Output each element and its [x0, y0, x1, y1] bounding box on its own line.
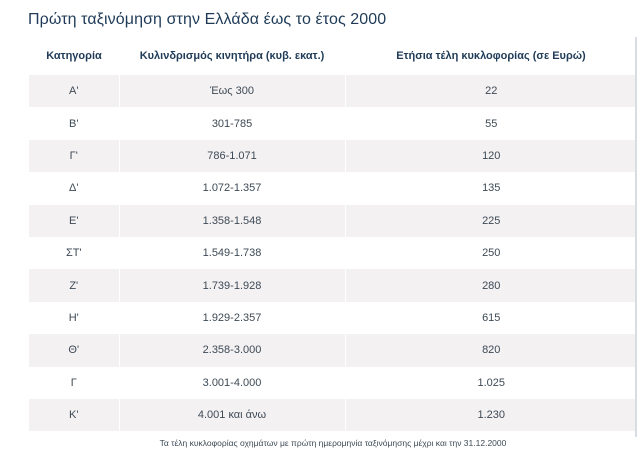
engine-capacity-cell: 786-1.071 [119, 139, 346, 173]
header-engine-capacity: Κυλινδρισμός κινητήρα (κυβ. εκατ.) [119, 37, 345, 75]
table-row: Η' 1.929-2.357 615 [29, 301, 637, 335]
annual-fee-cell: 820 [345, 334, 637, 367]
annual-fee-cell: 22 [345, 75, 637, 108]
engine-capacity-cell: 1.929-2.357 [119, 301, 346, 335]
engine-capacity-cell: 1.549-1.738 [119, 236, 346, 270]
page-title: Πρώτη ταξινόμηση στην Ελλάδα έως το έτος… [28, 11, 387, 28]
table-header-row: Κατηγορία Κυλινδρισμός κινητήρα (κυβ. εκ… [29, 37, 637, 75]
engine-capacity-cell: 3.001-4.000 [119, 366, 346, 399]
category-cell: Η' [29, 301, 120, 335]
engine-capacity-cell: 1.739-1.928 [119, 269, 346, 302]
circulation-fees-table: Κατηγορία Κυλινδρισμός κινητήρα (κυβ. εκ… [29, 37, 637, 432]
table-row: ΣΤ' 1.549-1.738 250 [29, 236, 637, 270]
engine-capacity-cell: Έως 300 [119, 75, 346, 108]
annual-fee-cell: 120 [345, 139, 637, 173]
category-cell: Δ' [29, 172, 120, 205]
annual-fee-cell: 1.230 [345, 398, 637, 432]
category-cell: Κ' [29, 398, 120, 432]
category-cell: Θ' [29, 334, 120, 367]
category-cell: Ε' [29, 204, 120, 237]
table-right-edge [635, 37, 637, 437]
engine-capacity-cell: 1.072-1.357 [119, 172, 346, 205]
engine-capacity-cell: 1.358-1.548 [119, 204, 346, 237]
table-row: Θ' 2.358-3.000 820 [29, 334, 637, 367]
annual-fee-cell: 615 [345, 301, 637, 335]
table-row: Δ' 1.072-1.357 135 [29, 172, 637, 205]
table-row: Γ' 786-1.071 120 [29, 139, 637, 173]
table-row: Ε' 1.358-1.548 225 [29, 204, 637, 237]
category-cell: Γ [29, 366, 120, 399]
category-cell: Ζ' [29, 269, 120, 302]
annual-fee-cell: 250 [345, 236, 637, 270]
category-cell: Α' [29, 75, 120, 108]
table-row: Β' 301-785 55 [29, 107, 637, 140]
category-cell: Γ' [29, 139, 120, 173]
engine-capacity-cell: 2.358-3.000 [119, 334, 346, 367]
category-cell: ΣΤ' [29, 236, 120, 270]
category-cell: Β' [29, 107, 120, 140]
annual-fee-cell: 135 [345, 172, 637, 205]
table-footnote: Τα τέλη κυκλοφορίας οχημάτων με πρώτη ημ… [159, 438, 507, 448]
engine-capacity-cell: 4.001 και άνω [119, 398, 346, 432]
engine-capacity-cell: 301-785 [119, 107, 346, 140]
table-row: Κ' 4.001 και άνω 1.230 [29, 398, 637, 432]
annual-fee-cell: 55 [345, 107, 637, 140]
table-row: Γ 3.001-4.000 1.025 [29, 366, 637, 399]
table-row: Α' Έως 300 22 [29, 75, 637, 108]
header-category: Κατηγορία [29, 37, 119, 75]
annual-fee-cell: 1.025 [345, 366, 637, 399]
table-row: Ζ' 1.739-1.928 280 [29, 269, 637, 302]
header-annual-fees: Ετήσια τέλη κυκλοφορίας (σε Ευρώ) [345, 37, 637, 75]
annual-fee-cell: 225 [345, 204, 637, 237]
annual-fee-cell: 280 [345, 269, 637, 302]
